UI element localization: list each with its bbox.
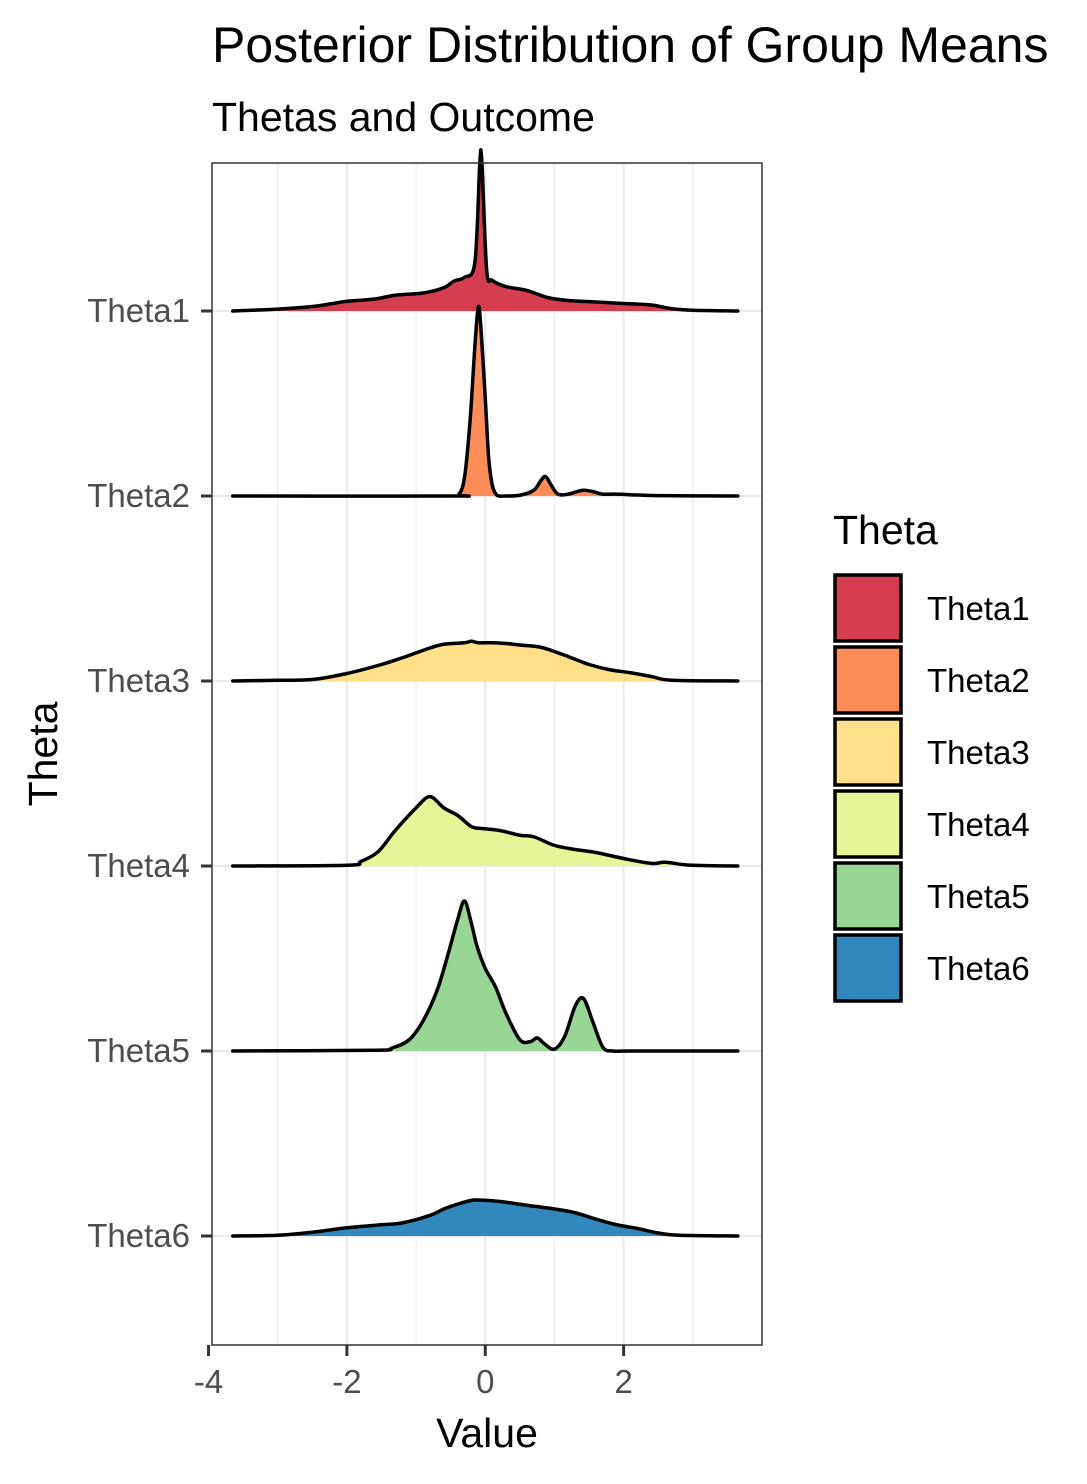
x-tick-label: 0 (476, 1363, 494, 1400)
ridge-theta1 (231, 148, 740, 313)
legend-title: Theta (833, 507, 938, 553)
legend-swatch (833, 789, 903, 859)
legend-swatch (833, 573, 903, 643)
ridge-theta3 (231, 639, 740, 683)
ridge-area (232, 149, 738, 311)
ridge-layer (231, 148, 740, 1238)
y-tick-label: Theta3 (87, 662, 190, 699)
ridge-theta2 (231, 304, 740, 498)
x-tick-label: -4 (194, 1363, 223, 1400)
legend: Theta Theta1Theta2Theta3Theta4Theta5Thet… (833, 507, 1030, 1003)
ridge-theta5 (231, 899, 740, 1054)
plot-panel (211, 148, 763, 1346)
legend-label: Theta6 (927, 950, 1030, 987)
legend-swatch (833, 717, 903, 787)
ridge-outline (231, 794, 740, 868)
y-tick-label: Theta1 (87, 292, 190, 329)
y-tick-label: Theta2 (87, 477, 190, 514)
legend-swatch (833, 933, 903, 1003)
x-axis: -4 -2 0 2 (194, 1345, 633, 1400)
ridge-theta6 (231, 1198, 740, 1238)
ridge-area (232, 900, 738, 1052)
y-tick-label: Theta4 (87, 847, 190, 884)
legend-items: Theta1 Theta2 Theta3 Theta4 Theta5 Theta6 (833, 573, 1030, 1003)
legend-item-theta1: Theta1 (833, 573, 1030, 643)
x-tick-label: -2 (332, 1363, 361, 1400)
legend-item-theta5: Theta5 (833, 861, 1030, 931)
y-tick-label: Theta6 (87, 1217, 190, 1254)
x-tick-label: 2 (614, 1363, 632, 1400)
legend-label: Theta4 (927, 806, 1030, 843)
legend-swatch (833, 645, 903, 715)
legend-item-theta6: Theta6 (833, 933, 1030, 1003)
chart-subtitle: Thetas and Outcome (212, 94, 595, 140)
legend-label: Theta3 (927, 734, 1030, 771)
legend-label: Theta5 (927, 878, 1030, 915)
ridge-outline (231, 639, 740, 683)
legend-swatch (833, 861, 903, 931)
legend-item-theta4: Theta4 (833, 789, 1030, 859)
x-axis-label: Value (436, 1410, 538, 1456)
legend-label: Theta1 (927, 590, 1030, 627)
plot-border (211, 162, 763, 1346)
y-axis: Theta1 Theta2 Theta3 Theta4 Theta5 Theta6 (87, 292, 212, 1254)
ridge-outline (231, 304, 740, 498)
ridge-outline (231, 148, 740, 313)
ridge-outline (231, 1198, 740, 1238)
chart-title: Posterior Distribution of Group Means (212, 17, 1048, 73)
legend-item-theta2: Theta2 (833, 645, 1030, 715)
plot-background (212, 163, 762, 1345)
legend-item-theta3: Theta3 (833, 717, 1030, 787)
y-tick-label: Theta5 (87, 1032, 190, 1069)
ridge-outline (231, 899, 740, 1054)
ridge-area (232, 796, 738, 866)
legend-label: Theta2 (927, 662, 1030, 699)
ridge-theta4 (231, 794, 740, 868)
y-axis-label: Theta (20, 701, 66, 806)
